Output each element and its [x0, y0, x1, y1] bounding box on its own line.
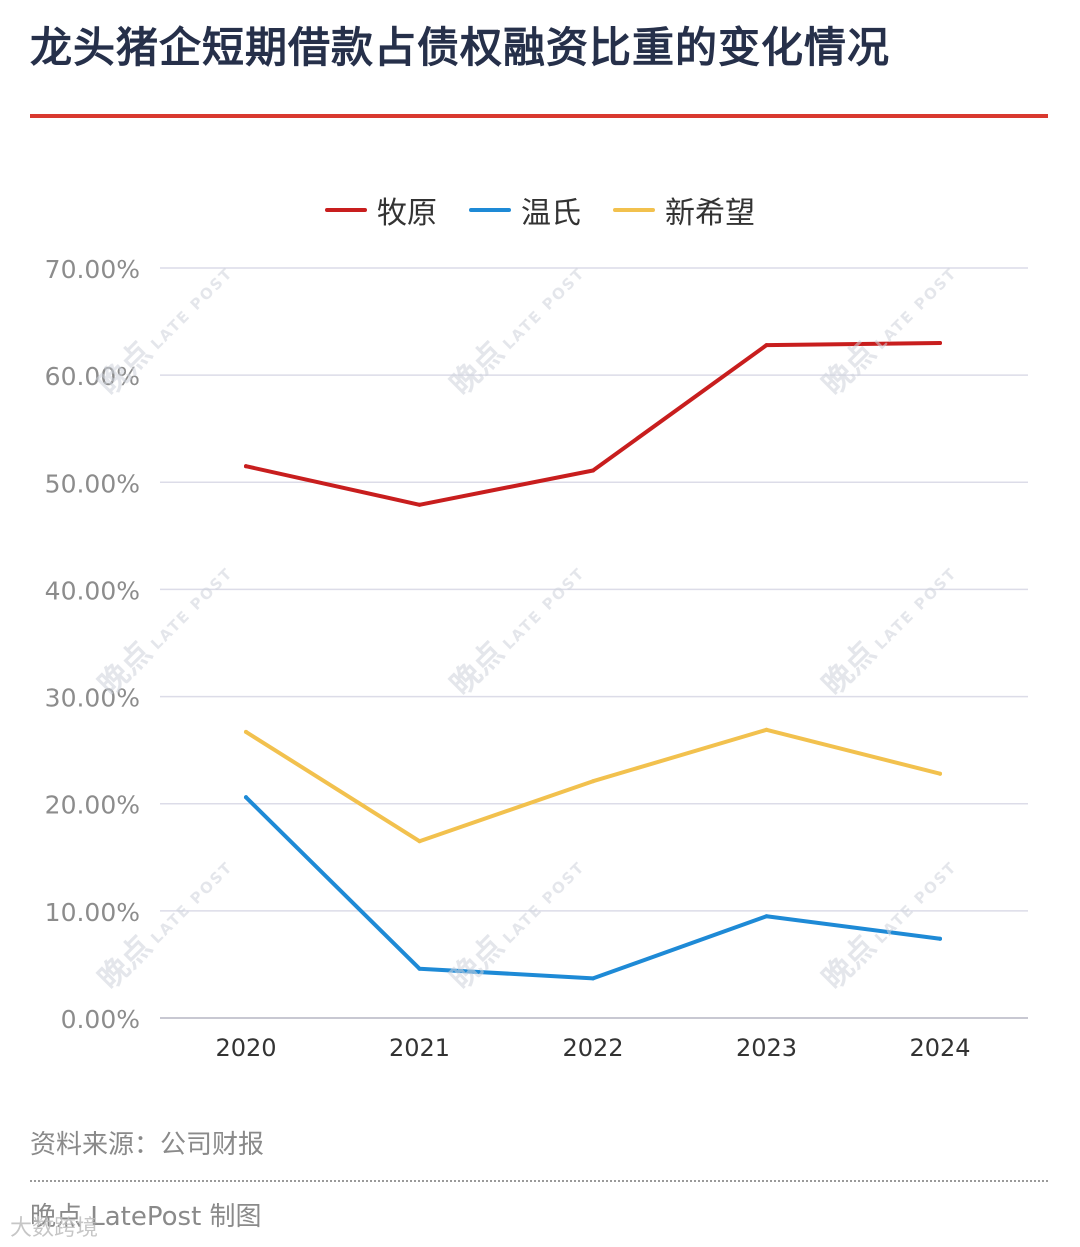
data-point	[244, 795, 248, 800]
y-tick-label: 50.00%	[45, 469, 140, 498]
x-tick-label: 2021	[389, 1034, 450, 1062]
y-tick-label: 40.00%	[45, 576, 140, 605]
y-tick-label: 60.00%	[45, 362, 140, 391]
data-point	[591, 468, 595, 473]
legend-label-wens: 温氏	[521, 196, 581, 231]
data-point	[764, 727, 769, 732]
chart-title: 龙头猪企短期借款占债权融资比重的变化情况	[30, 23, 891, 72]
title-divider	[30, 114, 1048, 118]
x-tick-label: 2023	[736, 1034, 797, 1062]
legend-item-muyuan: 牧原	[325, 188, 437, 232]
legend-swatch-newhope	[613, 208, 655, 212]
legend-item-newhope: 新希望	[613, 188, 755, 232]
x-tick-label: 2022	[562, 1034, 623, 1062]
data-point	[764, 343, 769, 348]
chart-credit: 晚点 LatePost 制图	[30, 1202, 262, 1232]
data-source-note: 资料来源：公司财报	[30, 1130, 265, 1160]
chart-legend: 牧原 温氏 新希望	[0, 188, 1080, 232]
data-point	[938, 936, 942, 941]
y-tick-label: 0.00%	[61, 1005, 140, 1034]
data-point	[244, 729, 248, 734]
y-tick-label: 10.00%	[45, 898, 140, 927]
footer-divider	[30, 1180, 1048, 1182]
legend-item-wens: 温氏	[469, 188, 581, 232]
data-point	[938, 771, 942, 776]
series-line-1	[244, 795, 942, 981]
y-tick-label: 30.00%	[45, 684, 140, 713]
legend-swatch-muyuan	[325, 208, 367, 212]
data-point	[417, 502, 422, 507]
data-point	[417, 966, 422, 971]
series-line-2	[244, 727, 942, 844]
x-tick-label: 2024	[909, 1034, 970, 1062]
data-point	[764, 914, 769, 919]
legend-swatch-wens	[469, 208, 511, 212]
legend-label-newhope: 新希望	[665, 196, 755, 231]
data-point	[938, 341, 942, 345]
y-tick-label: 70.00%	[45, 255, 140, 284]
corner-watermark: 大数跨境	[10, 1216, 99, 1241]
x-tick-label: 2020	[215, 1034, 276, 1062]
data-point	[417, 839, 422, 844]
data-point	[591, 976, 595, 981]
data-point	[244, 464, 248, 469]
series-line-0	[244, 341, 942, 507]
line-chart: 0.00% 10.00% 20.00% 30.00% 40.00% 50.00% 60.00…	[45, 255, 1028, 1062]
y-tick-label: 20.00%	[45, 791, 140, 820]
data-point	[591, 779, 595, 784]
legend-label-muyuan: 牧原	[377, 196, 437, 231]
